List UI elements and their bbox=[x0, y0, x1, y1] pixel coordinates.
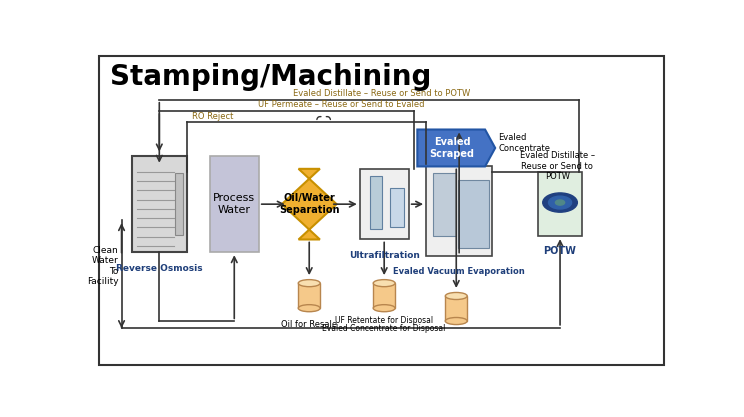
Text: Evaled Vacuum Evaporation: Evaled Vacuum Evaporation bbox=[394, 267, 525, 276]
Text: RO Reject: RO Reject bbox=[193, 112, 234, 121]
Text: Clean
Water
To
Facility: Clean Water To Facility bbox=[87, 246, 118, 286]
Text: Oil/Water
Separation: Oil/Water Separation bbox=[279, 193, 339, 215]
FancyBboxPatch shape bbox=[446, 296, 467, 321]
Ellipse shape bbox=[446, 292, 467, 299]
FancyBboxPatch shape bbox=[370, 176, 382, 229]
Text: Evaled Concentrate for Disposal: Evaled Concentrate for Disposal bbox=[322, 324, 446, 333]
Text: UF Retentate for Disposal: UF Retentate for Disposal bbox=[335, 316, 433, 324]
Text: Evaled
Concentrate: Evaled Concentrate bbox=[498, 133, 550, 153]
FancyBboxPatch shape bbox=[390, 188, 404, 227]
Ellipse shape bbox=[373, 280, 395, 286]
Text: Oil for Resale: Oil for Resale bbox=[281, 320, 337, 329]
Circle shape bbox=[543, 193, 577, 212]
Polygon shape bbox=[282, 169, 336, 239]
FancyBboxPatch shape bbox=[373, 283, 395, 308]
Text: UF Permeate – Reuse or Send to Evaled: UF Permeate – Reuse or Send to Evaled bbox=[257, 100, 424, 109]
FancyBboxPatch shape bbox=[458, 180, 490, 248]
Polygon shape bbox=[417, 130, 496, 166]
FancyBboxPatch shape bbox=[298, 283, 320, 308]
Text: Stamping/Machining: Stamping/Machining bbox=[110, 63, 432, 91]
Ellipse shape bbox=[298, 305, 320, 312]
Text: POTW: POTW bbox=[544, 246, 577, 256]
FancyBboxPatch shape bbox=[132, 156, 187, 252]
Circle shape bbox=[556, 200, 565, 205]
Ellipse shape bbox=[298, 280, 320, 286]
Text: Evaled
Scraped: Evaled Scraped bbox=[430, 137, 475, 159]
Text: Reverse Osmosis: Reverse Osmosis bbox=[116, 264, 202, 273]
Circle shape bbox=[548, 196, 571, 209]
Ellipse shape bbox=[446, 317, 467, 324]
FancyBboxPatch shape bbox=[175, 173, 183, 236]
FancyBboxPatch shape bbox=[359, 169, 408, 239]
FancyBboxPatch shape bbox=[539, 172, 582, 236]
Text: Evaled Distillate –
Reuse or Send to
POTW: Evaled Distillate – Reuse or Send to POT… bbox=[519, 151, 594, 181]
FancyBboxPatch shape bbox=[99, 56, 664, 365]
Ellipse shape bbox=[373, 305, 395, 312]
FancyBboxPatch shape bbox=[433, 173, 456, 236]
FancyBboxPatch shape bbox=[426, 166, 493, 256]
Text: Ultrafiltration: Ultrafiltration bbox=[349, 251, 420, 260]
Text: Process
Water: Process Water bbox=[214, 193, 255, 215]
FancyBboxPatch shape bbox=[210, 156, 259, 252]
Text: Evaled Distillate – Reuse or Send to POTW: Evaled Distillate – Reuse or Send to POT… bbox=[292, 89, 470, 98]
